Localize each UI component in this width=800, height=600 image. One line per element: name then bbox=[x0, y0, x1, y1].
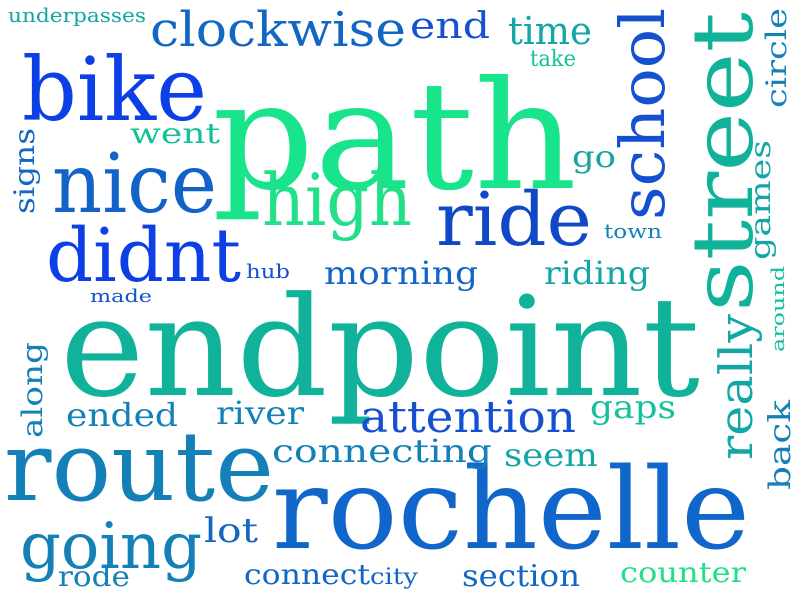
word-time: time bbox=[508, 9, 592, 53]
word-school: school bbox=[606, 8, 679, 220]
word-along: along bbox=[16, 342, 49, 438]
word-street: street bbox=[674, 12, 772, 312]
word-morning: morning bbox=[324, 254, 478, 292]
word-signs: signs bbox=[8, 128, 41, 214]
word-go: go bbox=[572, 140, 616, 175]
word-path: path bbox=[212, 50, 577, 224]
word-bike: bike bbox=[22, 38, 207, 141]
word-back: back bbox=[763, 399, 798, 490]
word-connecting: connecting bbox=[272, 432, 492, 470]
word-went: went bbox=[130, 117, 221, 150]
word-river: river bbox=[216, 394, 305, 432]
word-gaps: gaps bbox=[590, 388, 676, 426]
word-games: games bbox=[744, 140, 777, 260]
word-around: around bbox=[768, 266, 789, 352]
word-attention: attention bbox=[360, 392, 576, 443]
word-seem: seem bbox=[504, 436, 598, 474]
word-riding: riding bbox=[544, 254, 650, 292]
word-going: going bbox=[20, 510, 202, 584]
word-lot: lot bbox=[204, 511, 258, 551]
word-end: end bbox=[410, 6, 490, 47]
word-rode: rode bbox=[58, 560, 130, 593]
word-endpoint: endpoint bbox=[60, 267, 700, 428]
word-didnt: didnt bbox=[46, 213, 241, 299]
word-town: town bbox=[604, 219, 662, 243]
word-route: route bbox=[4, 411, 274, 523]
word-high: high bbox=[262, 158, 412, 242]
word-underpasses: underpasses bbox=[8, 3, 146, 27]
word-made: made bbox=[90, 286, 152, 307]
word-clockwise: clockwise bbox=[150, 2, 406, 58]
word-ride: ride bbox=[436, 177, 592, 263]
word-really: really bbox=[709, 314, 763, 460]
word-connect: connect bbox=[244, 558, 371, 591]
word-ended: ended bbox=[66, 396, 178, 434]
word-counter: counter bbox=[620, 556, 747, 589]
word-city: city bbox=[370, 565, 419, 590]
word-rochelle: rochelle bbox=[272, 445, 750, 575]
word-hub: hub bbox=[246, 259, 290, 283]
word-nice: nice bbox=[52, 137, 217, 232]
word-circle: circle bbox=[760, 8, 793, 108]
word-section: section bbox=[462, 559, 580, 594]
word-take: take bbox=[530, 47, 576, 72]
